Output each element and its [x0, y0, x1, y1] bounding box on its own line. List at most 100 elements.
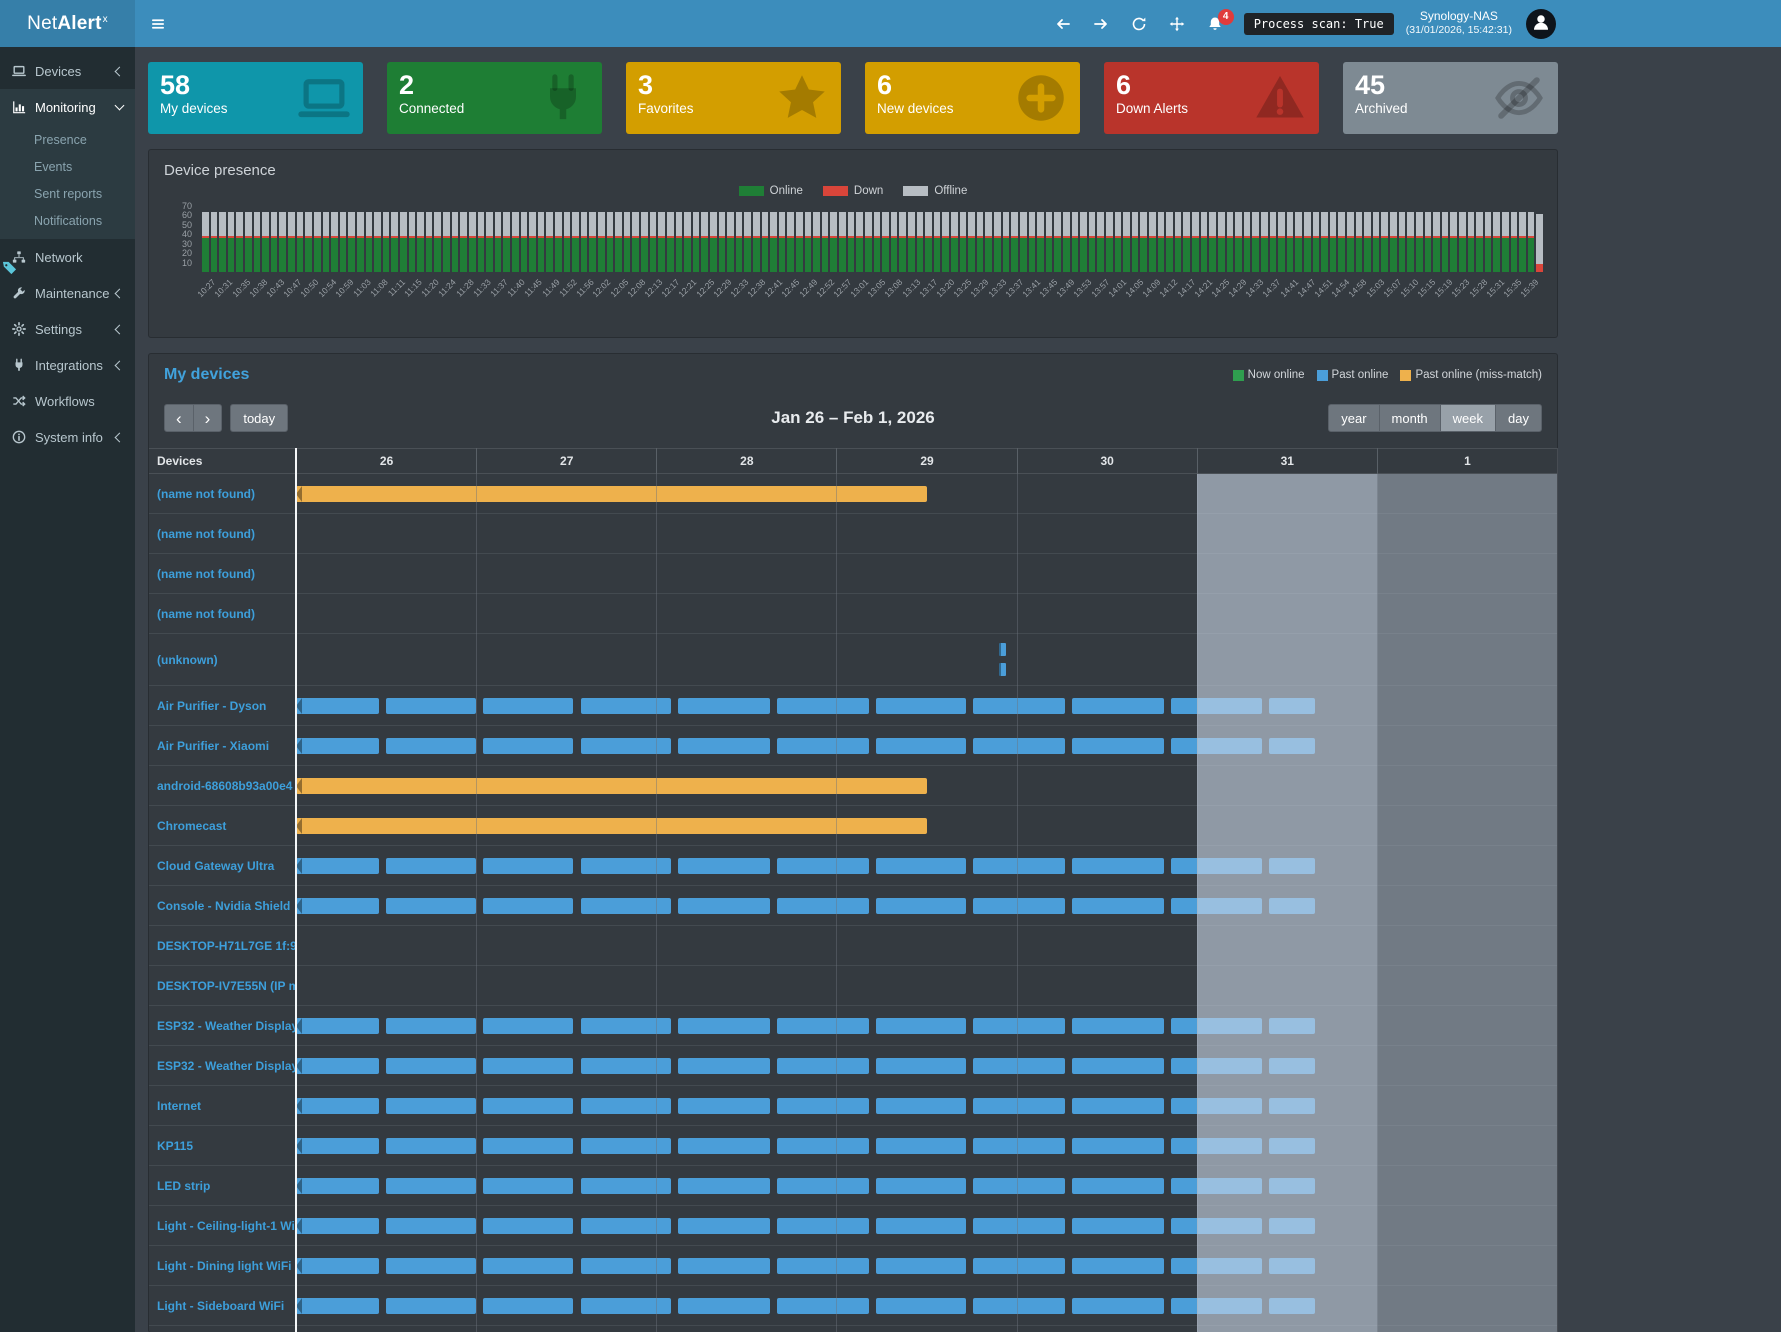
sidebar-subitem-notifications[interactable]: Notifications	[34, 214, 103, 228]
device-name-link[interactable]: Light - Dining light WiFi	[157, 1258, 292, 1273]
device-name-link[interactable]: android-68608b93a00e4	[157, 778, 293, 793]
timeline-bar-online[interactable]	[776, 1177, 869, 1194]
timeline-bar-online[interactable]	[776, 1217, 869, 1234]
timeline-bar-online[interactable]	[580, 737, 671, 754]
timeline-bar-online[interactable]	[483, 1217, 574, 1234]
timeline-bar-online[interactable]	[677, 1017, 770, 1034]
timeline-bar-online[interactable]	[776, 1057, 869, 1074]
timeline-bar-online[interactable]	[386, 1017, 477, 1034]
tag-icon[interactable]	[2, 260, 17, 280]
timeline-bar-online[interactable]	[483, 1177, 574, 1194]
sidebar-item-integrations[interactable]: Integrations	[0, 347, 135, 383]
timeline-bar-online[interactable]	[483, 897, 574, 914]
timeline-bar-online[interactable]	[876, 737, 967, 754]
device-name-link[interactable]: Light - Sideboard WiFi	[157, 1298, 285, 1313]
device-name-link[interactable]: KP115	[157, 1138, 194, 1153]
timeline-bar-online[interactable]	[296, 1137, 379, 1154]
timeline-bar-online[interactable]	[386, 1297, 477, 1314]
timeline-bar-online[interactable]	[973, 1177, 1066, 1194]
timeline-bar-online[interactable]	[677, 857, 770, 874]
timeline-bar-online[interactable]	[776, 1297, 869, 1314]
timeline-bar-online[interactable]	[483, 1257, 574, 1274]
timeline-bar-online[interactable]	[580, 1137, 671, 1154]
prev-button[interactable]: ‹	[164, 404, 194, 432]
timeline-bar-online[interactable]	[386, 1057, 477, 1074]
timeline-bar-online[interactable]	[386, 697, 477, 714]
presence-legend-online[interactable]: Online	[738, 185, 803, 197]
timeline-bar-online[interactable]	[296, 1257, 379, 1274]
notifications-button[interactable]: 4	[1198, 8, 1234, 40]
timeline-bar-online[interactable]	[296, 1097, 379, 1114]
timeline-bar-online[interactable]	[483, 1137, 574, 1154]
timeline-bar-online[interactable]	[1072, 1257, 1165, 1274]
timeline-bar-online[interactable]	[1072, 697, 1165, 714]
timeline-bar-online[interactable]	[677, 1257, 770, 1274]
timeline-bar-online[interactable]	[1268, 737, 1315, 754]
presence-legend-offline[interactable]: Offline	[903, 185, 967, 197]
expand-arrows-button[interactable]	[1160, 8, 1194, 40]
timeline-bar-online[interactable]	[483, 697, 574, 714]
timeline-bar-online[interactable]	[1171, 737, 1262, 754]
device-name-link[interactable]: (name not found)	[157, 526, 255, 541]
timeline-bar-online[interactable]	[386, 1097, 477, 1114]
timeline-bar-online[interactable]	[973, 697, 1066, 714]
timeline-bar-online[interactable]	[296, 1297, 379, 1314]
timeline-bar-online[interactable]	[1171, 897, 1262, 914]
device-name-link[interactable]: (name not found)	[157, 566, 255, 581]
timeline-bar-online[interactable]	[386, 1257, 477, 1274]
timeline-bar-online[interactable]	[876, 1217, 967, 1234]
timeline-bar-online[interactable]	[296, 897, 379, 914]
timeline-bar-online[interactable]	[776, 897, 869, 914]
timeline-bar-online[interactable]	[1072, 1217, 1165, 1234]
timeline-bar-online[interactable]	[580, 1097, 671, 1114]
stat-card-archived[interactable]: 45 Archived	[1343, 62, 1558, 134]
device-name-link[interactable]: Chromecast	[157, 818, 227, 833]
stat-card-down-alerts[interactable]: 6 Down Alerts	[1104, 62, 1319, 134]
timeline-bar-online[interactable]	[776, 737, 869, 754]
timeline-bar-online[interactable]	[1268, 1217, 1315, 1234]
timeline-bar-online[interactable]	[296, 857, 379, 874]
sidebar-subitem-presence[interactable]: Presence	[34, 133, 87, 147]
stat-card-my-devices[interactable]: 58 My devices	[148, 62, 363, 134]
timeline-bar-online[interactable]	[677, 1177, 770, 1194]
timeline-bar-online[interactable]	[1171, 1137, 1262, 1154]
device-name-link[interactable]: Internet	[157, 1098, 202, 1113]
timeline-bar-online[interactable]	[876, 1097, 967, 1114]
stat-card-new-devices[interactable]: 6 New devices	[865, 62, 1080, 134]
next-button[interactable]: ›	[192, 404, 223, 432]
timeline-bar-online[interactable]	[1171, 1217, 1262, 1234]
timeline-bar-online[interactable]	[296, 1217, 379, 1234]
device-name-link[interactable]: (unknown)	[157, 652, 218, 667]
timeline-bar-online[interactable]	[1268, 1297, 1315, 1314]
timeline-bar-online[interactable]	[1072, 1097, 1165, 1114]
view-button-day[interactable]: day	[1495, 404, 1542, 432]
timeline-bar-online[interactable]	[973, 1057, 1066, 1074]
device-name-link[interactable]: ESP32 - Weather Display	[157, 1058, 296, 1073]
timeline-bar-online[interactable]	[876, 697, 967, 714]
timeline-bar-online[interactable]	[386, 1177, 477, 1194]
device-name-link[interactable]: DESKTOP-H71L7GE 1f:99	[157, 938, 296, 953]
timeline-bar-online[interactable]	[483, 1017, 574, 1034]
timeline-bar-online[interactable]	[296, 1017, 379, 1034]
timeline-bar-online[interactable]	[776, 1017, 869, 1034]
timeline-bar-online[interactable]	[1171, 1257, 1262, 1274]
timeline-bar-online[interactable]	[386, 1137, 477, 1154]
device-name-link[interactable]: Light - Ceiling-light-1 Wi	[157, 1218, 295, 1233]
sidebar-subitem-events[interactable]: Events	[34, 160, 73, 174]
timeline-tick-bar[interactable]	[998, 663, 1006, 676]
timeline-bar-online[interactable]	[876, 1137, 967, 1154]
timeline-bar-online[interactable]	[876, 1017, 967, 1034]
timeline-bar-online[interactable]	[776, 1257, 869, 1274]
view-button-month[interactable]: month	[1378, 404, 1441, 432]
timeline-bar-online[interactable]	[776, 857, 869, 874]
timeline-bar-online[interactable]	[483, 857, 574, 874]
timeline-bar-online[interactable]	[580, 1297, 671, 1314]
timeline-bar-online[interactable]	[876, 897, 967, 914]
timeline-bar-online[interactable]	[1268, 1137, 1315, 1154]
stat-card-favorites[interactable]: 3 Favorites	[626, 62, 841, 134]
timeline-bar-online[interactable]	[973, 1257, 1066, 1274]
device-name-link[interactable]: Cloud Gateway Ultra	[157, 858, 275, 873]
timeline-bar-online[interactable]	[1171, 1017, 1262, 1034]
timeline-bar-online[interactable]	[973, 1017, 1066, 1034]
timeline-bar-online[interactable]	[1171, 1057, 1262, 1074]
